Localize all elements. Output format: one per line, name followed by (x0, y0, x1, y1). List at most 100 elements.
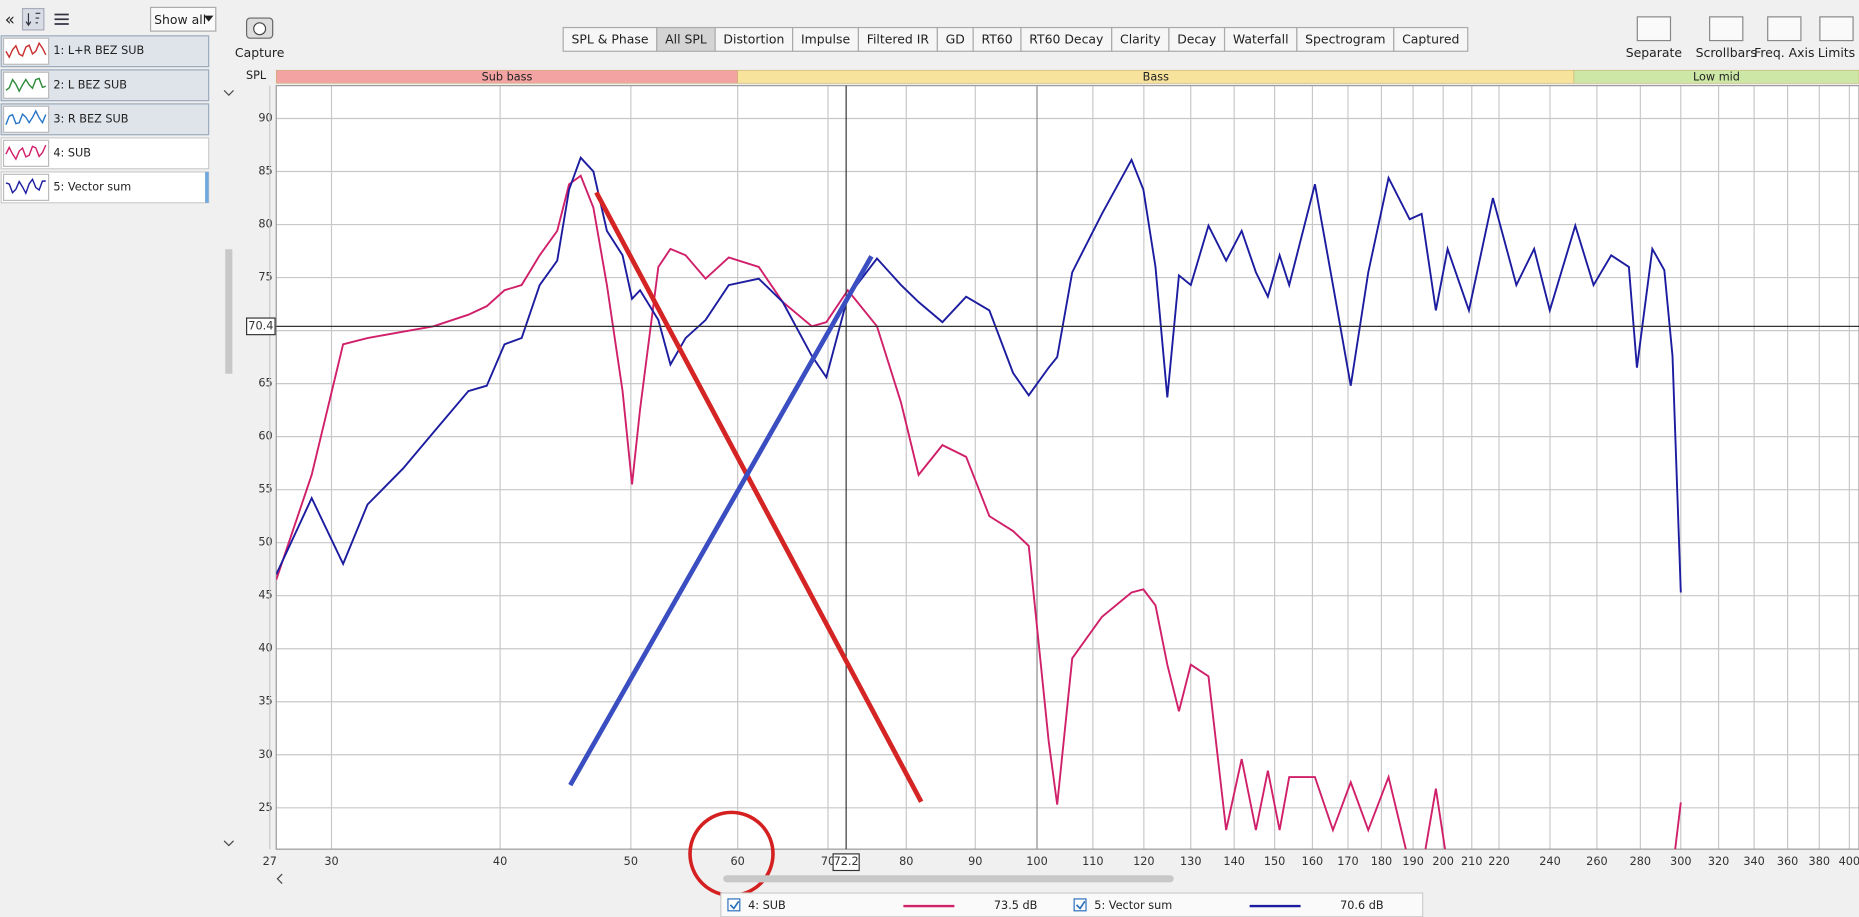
x-tick-label: 180 (1371, 855, 1392, 868)
tool-icon[interactable] (1636, 16, 1672, 42)
tool-icon[interactable] (1819, 16, 1854, 42)
x-tick-label: 260 (1586, 855, 1607, 868)
band-label: Low mid (1693, 70, 1740, 83)
series-group (276, 155, 1682, 850)
active-marker (205, 171, 209, 203)
sort-glyph (25, 12, 41, 27)
dropdown-arrow (203, 15, 214, 22)
measurement-label: 3: R BEZ SUB (53, 112, 128, 125)
menu-icon[interactable] (54, 13, 69, 25)
tool-label: Freq. Axis (1754, 45, 1814, 60)
show-all-button[interactable] (149, 6, 217, 32)
thumbnail-trace (5, 144, 47, 161)
band (1573, 69, 1859, 84)
x-tick-label: 280 (1630, 855, 1651, 868)
tab-button[interactable] (1393, 26, 1469, 52)
x-tick-label: 80 (899, 855, 913, 868)
legend-checkbox[interactable] (1073, 898, 1087, 912)
x-tick-label: 210 (1461, 855, 1482, 868)
series-line (276, 155, 1682, 593)
y-tick-label: 60 (258, 430, 272, 443)
y-tick-label: 40 (258, 642, 272, 655)
x-tick-label: 70 (821, 855, 835, 868)
y-tick-label: 85 (258, 165, 272, 178)
band-label: Bass (1143, 70, 1169, 83)
tab-label: Distortion (723, 31, 784, 46)
sort-icon[interactable] (21, 7, 45, 31)
tool-icon[interactable] (1709, 16, 1744, 42)
thumbnail (2, 105, 50, 133)
measurement-label: 2: L BEZ SUB (53, 78, 127, 91)
tab-label: RT60 Decay (1029, 31, 1103, 46)
tab-label: Captured (1402, 31, 1459, 46)
x-tick-label: 50 (624, 855, 638, 868)
plot-frame (275, 85, 1859, 850)
tab-label: Decay (1177, 31, 1216, 46)
thumbnail-trace (5, 41, 47, 59)
legend-checkbox[interactable] (727, 898, 741, 912)
cursor-x-box (832, 853, 860, 872)
thumbnail-trace (5, 109, 47, 125)
x-tick-label: 30 (324, 855, 338, 868)
tab-label: GD (946, 31, 965, 46)
x-tick-label: 340 (1743, 855, 1764, 868)
y-tick-label: 80 (258, 218, 272, 231)
tab-label: Spectrogram (1305, 31, 1385, 46)
y-tick-label: 90 (258, 112, 272, 125)
x-tick-label: 200 (1432, 855, 1453, 868)
thumbnail-trace (5, 177, 46, 196)
thumbnail-trace (5, 77, 46, 93)
cursor-y-label: 70.4 (248, 319, 273, 332)
y-tick-label: 45 (258, 589, 272, 602)
x-tick-label: 100 (1026, 855, 1047, 868)
thumbnail (2, 37, 50, 65)
annotation-blue-line (568, 255, 874, 787)
measurement-label: 5: Vector sum (53, 180, 131, 193)
y-tick-label: 75 (258, 271, 272, 284)
x-tick-label: 400 (1839, 855, 1859, 868)
y-tick-label: 35 (258, 695, 272, 708)
show-all-label: Show all (154, 12, 206, 27)
collapse-icon[interactable]: « (5, 10, 15, 29)
tab-label: Impulse (801, 31, 850, 46)
y-tick-label: 30 (258, 748, 272, 761)
capture-label: Capture (235, 45, 284, 60)
tab-label: Clarity (1120, 31, 1161, 46)
measurement-list: 1: L+R BEZ SUB 2: L BEZ SUB 3: R BEZ SUB 4:… (0, 35, 210, 204)
sidebar-scroll-thumb[interactable] (225, 249, 233, 374)
h-scroll-thumb[interactable] (723, 875, 1174, 883)
y-tick-label: 55 (258, 483, 272, 496)
x-tick-label: 320 (1708, 855, 1729, 868)
y-axis-label: SPL (246, 69, 267, 82)
x-tick-label: 360 (1777, 855, 1798, 868)
sidebar-scroll-arrows[interactable] (223, 89, 234, 847)
y-tick-label: 50 (258, 536, 272, 549)
x-tick-label: 120 (1133, 855, 1154, 868)
graph-tabs: SPL & Phase All SPL Distortion Impulse Filte… (562, 26, 1469, 52)
x-tick-label: 170 (1337, 855, 1358, 868)
tab-label: SPL & Phase (571, 31, 648, 46)
legend-check (729, 900, 740, 910)
legend-check (1075, 900, 1086, 910)
tab-label: RT60 (981, 31, 1012, 46)
x-tick-label: 110 (1082, 855, 1103, 868)
x-tick-label: 160 (1302, 855, 1323, 868)
x-tick-label: 220 (1488, 855, 1509, 868)
y-tick-label: 25 (258, 801, 272, 814)
tool-label: Limits (1818, 45, 1855, 60)
h-scroll-arrow[interactable] (276, 873, 283, 884)
x-tick-label: 60 (731, 855, 745, 868)
tab-label: All SPL (665, 31, 707, 46)
x-tick-label: 240 (1539, 855, 1560, 868)
tool-label: Scrollbars (1696, 45, 1757, 60)
x-tick-label: 150 (1264, 855, 1285, 868)
x-tick-label: 380 (1809, 855, 1830, 868)
cursor-y-box (246, 317, 276, 336)
tool-label: Separate (1626, 45, 1682, 60)
tab-label: Waterfall (1233, 31, 1289, 46)
legend: 4: SUB 73.5 dB 5: Vector sum 70.6 dB (727, 898, 1384, 912)
tool-icon[interactable] (1767, 16, 1802, 42)
legend-readout: 73.5 dB (994, 899, 1037, 912)
